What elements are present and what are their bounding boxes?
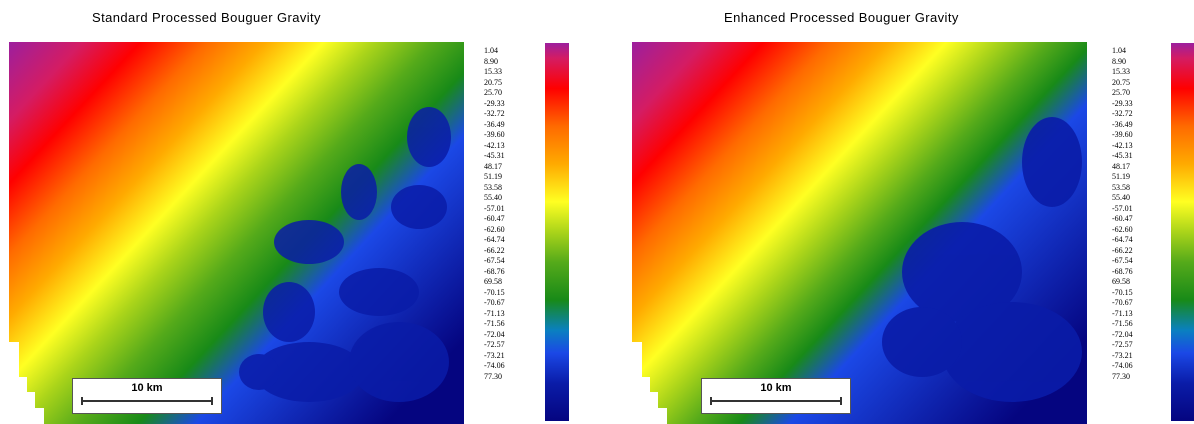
- legend-value: -71.56: [484, 319, 505, 328]
- legend-value: -29.33: [1112, 98, 1133, 108]
- legend-value: -72.04: [484, 329, 505, 339]
- legend-value: 69.58: [484, 277, 502, 286]
- legend-value: -72.57: [484, 340, 505, 349]
- legend-value: -70.15: [484, 287, 505, 297]
- gravity-map: [9, 42, 464, 424]
- enhanced-panel: Enhanced Processed Bouguer Gravity: [597, 0, 1194, 424]
- color-scale-bar: [545, 43, 569, 421]
- legend-value: 77.30: [484, 371, 502, 381]
- legend-value: -64.74: [484, 235, 505, 244]
- legend-value: -32.72: [484, 109, 505, 118]
- scale-line: [81, 397, 213, 405]
- legend-value: 20.75: [484, 77, 502, 87]
- legend-value: -66.22: [1112, 245, 1133, 255]
- legend-value: 20.75: [1112, 77, 1130, 87]
- scale-line: [710, 397, 842, 405]
- legend-value: -29.33: [484, 98, 505, 108]
- legend-value: -70.67: [1112, 298, 1133, 307]
- legend-value: 15.33: [484, 67, 502, 76]
- legend-labels: 1.04 8.90 15.33 20.75 25.70 -29.33 -32.72 -36.4…: [484, 46, 528, 382]
- scale-bar: 10 km: [701, 378, 851, 414]
- low-anomaly-blobs: [882, 117, 1082, 402]
- scale-label: 10 km: [131, 382, 163, 394]
- legend-value: -72.57: [1112, 340, 1133, 349]
- color-scale-bar: [1171, 43, 1194, 421]
- legend-value: 48.17: [1112, 161, 1130, 171]
- legend-value: -71.13: [1112, 308, 1133, 318]
- legend-value: -70.15: [1112, 287, 1133, 297]
- legend-value: -74.06: [484, 361, 505, 370]
- legend-value: -68.76: [484, 266, 505, 276]
- legend-value: 53.58: [1112, 182, 1130, 192]
- legend-value: -60.47: [1112, 214, 1133, 223]
- legend-value: 25.70: [1112, 88, 1130, 97]
- legend-value: -67.54: [1112, 256, 1133, 265]
- legend-value: -36.49: [484, 119, 505, 129]
- legend-value: -60.47: [484, 214, 505, 223]
- legend-value: 51.19: [484, 172, 502, 181]
- panel-title: Enhanced Processed Bouguer Gravity: [724, 10, 959, 25]
- legend-value: -64.74: [1112, 235, 1133, 244]
- legend-value: 1.04: [1112, 46, 1126, 55]
- panel-title: Standard Processed Bouguer Gravity: [92, 10, 321, 25]
- standard-panel: Standard Processed Bouguer Gravity: [9, 10, 569, 424]
- legend-value: -73.21: [1112, 350, 1133, 360]
- legend-value: 77.30: [1112, 371, 1130, 381]
- legend-value: -57.01: [484, 203, 505, 213]
- legend-value: -32.72: [1112, 109, 1133, 118]
- legend-value: -57.01: [1112, 203, 1133, 213]
- legend-value: -39.60: [1112, 130, 1133, 139]
- legend-value: 51.19: [1112, 172, 1130, 181]
- legend-value: 15.33: [1112, 67, 1130, 76]
- scale-bar: 10 km: [72, 378, 222, 414]
- legend-value: -72.04: [1112, 329, 1133, 339]
- legend-value: 8.90: [1112, 56, 1126, 66]
- scale-label: 10 km: [760, 382, 792, 394]
- legend-value: -42.13: [484, 140, 505, 150]
- legend-value: -68.76: [1112, 266, 1133, 276]
- legend-value: -42.13: [1112, 140, 1133, 150]
- legend-value: 53.58: [484, 182, 502, 192]
- legend-value: -71.56: [1112, 319, 1133, 328]
- legend-value: 55.40: [1112, 193, 1130, 202]
- legend-value: 55.40: [484, 193, 502, 202]
- legend-value: -39.60: [484, 130, 505, 139]
- legend-value: -74.06: [1112, 361, 1133, 370]
- legend-labels: 1.04 8.90 15.33 20.75 25.70 -29.33 -32.72 -36.4…: [1112, 46, 1156, 382]
- legend-value: -66.22: [484, 245, 505, 255]
- gravity-map: [632, 42, 1087, 424]
- legend-value: 69.58: [1112, 277, 1130, 286]
- legend-value: -45.31: [1112, 151, 1133, 160]
- legend-value: -71.13: [484, 308, 505, 318]
- low-anomaly-blobs: [239, 107, 451, 402]
- legend-value: 1.04: [484, 46, 498, 55]
- legend-value: 48.17: [484, 161, 502, 171]
- legend-value: -70.67: [484, 298, 505, 307]
- legend-value: 25.70: [484, 88, 502, 97]
- legend-value: 8.90: [484, 56, 498, 66]
- legend-value: -73.21: [484, 350, 505, 360]
- legend-value: -36.49: [1112, 119, 1133, 129]
- legend-value: -45.31: [484, 151, 505, 160]
- legend-value: -62.60: [1112, 224, 1133, 234]
- legend-value: -67.54: [484, 256, 505, 265]
- legend-value: -62.60: [484, 224, 505, 234]
